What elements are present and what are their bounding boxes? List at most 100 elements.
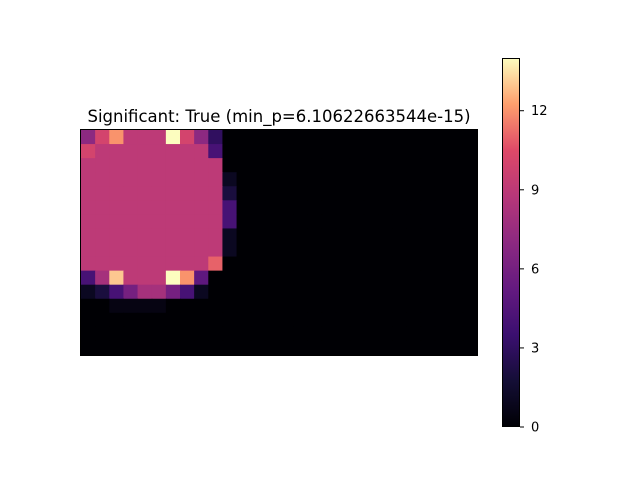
colorbar-tick-label: 12 xyxy=(531,104,548,119)
heatmap-cell xyxy=(406,228,421,243)
heatmap-cell xyxy=(180,186,195,201)
heatmap-cell xyxy=(138,243,153,258)
heatmap-cell xyxy=(166,243,181,258)
heatmap-cell xyxy=(392,327,407,342)
heatmap-cell xyxy=(321,200,336,215)
heatmap-cell xyxy=(350,200,365,215)
heatmap-cell xyxy=(265,214,280,229)
heatmap-cell xyxy=(435,200,450,215)
heatmap-cell xyxy=(364,313,379,328)
heatmap-cell xyxy=(420,313,435,328)
heatmap-cell xyxy=(435,172,450,187)
heatmap-cell xyxy=(138,228,153,243)
heatmap-cell xyxy=(449,144,464,159)
heatmap-cell xyxy=(81,172,96,187)
heatmap-cell xyxy=(138,299,153,314)
heatmap-cell xyxy=(222,172,237,187)
heatmap-cell xyxy=(237,313,252,328)
heatmap-cell xyxy=(435,130,450,145)
heatmap-cell xyxy=(251,313,266,328)
heatmap-cell xyxy=(321,214,336,229)
heatmap-cell xyxy=(406,285,421,300)
heatmap-cell xyxy=(81,271,96,286)
heatmap-cell xyxy=(378,299,393,314)
heatmap-cell xyxy=(194,327,209,342)
heatmap-cell xyxy=(378,243,393,258)
heatmap-cell xyxy=(251,186,266,201)
heatmap-cell xyxy=(378,130,393,145)
heatmap-cell xyxy=(251,271,266,286)
heatmap-cell xyxy=(420,214,435,229)
heatmap-cell xyxy=(463,313,478,328)
heatmap-cell xyxy=(350,285,365,300)
heatmap-cell xyxy=(279,172,294,187)
heatmap-cell xyxy=(95,257,110,272)
heatmap-cell xyxy=(378,186,393,201)
heatmap-cell xyxy=(237,327,252,342)
heatmap-cell xyxy=(194,313,209,328)
heatmap-cell xyxy=(279,228,294,243)
colorbar: 036912 xyxy=(502,58,548,436)
heatmap-cell xyxy=(435,257,450,272)
heatmap-cell xyxy=(237,214,252,229)
heatmap-cell xyxy=(364,200,379,215)
heatmap-cell xyxy=(109,228,124,243)
heatmap-cell xyxy=(251,285,266,300)
heatmap-cell xyxy=(420,130,435,145)
heatmap-cell xyxy=(194,130,209,145)
heatmap-cell xyxy=(392,243,407,258)
heatmap-cell xyxy=(293,341,308,356)
heatmap-cell xyxy=(364,172,379,187)
heatmap-cell xyxy=(336,243,351,258)
heatmap-cell xyxy=(392,130,407,145)
heatmap-cell xyxy=(222,313,237,328)
heatmap-cell xyxy=(350,327,365,342)
heatmap-cell xyxy=(463,144,478,159)
heatmap-cell xyxy=(449,228,464,243)
heatmap-cell xyxy=(123,186,138,201)
heatmap-cell xyxy=(138,327,153,342)
heatmap-cell xyxy=(95,285,110,300)
heatmap-cell xyxy=(251,341,266,356)
heatmap-cell xyxy=(208,285,223,300)
heatmap-cell xyxy=(237,257,252,272)
heatmap-cell xyxy=(279,285,294,300)
heatmap-cell xyxy=(435,158,450,173)
heatmap-cell xyxy=(251,299,266,314)
heatmap-cell xyxy=(237,200,252,215)
heatmap-cell xyxy=(392,158,407,173)
heatmap-cell xyxy=(251,228,266,243)
heatmap-cell xyxy=(350,130,365,145)
heatmap-cell xyxy=(152,172,167,187)
heatmap-cell xyxy=(222,243,237,258)
heatmap-cell xyxy=(194,172,209,187)
heatmap-cell xyxy=(109,299,124,314)
heatmap-cell xyxy=(449,341,464,356)
heatmap-cell xyxy=(251,200,266,215)
heatmap-cell xyxy=(208,186,223,201)
heatmap-cell xyxy=(81,313,96,328)
heatmap-cell xyxy=(109,341,124,356)
heatmap-cell xyxy=(265,144,280,159)
heatmap-cell xyxy=(279,327,294,342)
heatmap-cell xyxy=(138,285,153,300)
heatmap-cell xyxy=(123,327,138,342)
heatmap-cell xyxy=(321,299,336,314)
heatmap-cell xyxy=(350,243,365,258)
heatmap-cell xyxy=(364,327,379,342)
heatmap-cell xyxy=(321,271,336,286)
heatmap-cell xyxy=(166,172,181,187)
heatmap-cell xyxy=(307,299,322,314)
heatmap-cell xyxy=(237,299,252,314)
heatmap-cell xyxy=(392,341,407,356)
heatmap-cell xyxy=(237,243,252,258)
heatmap-cell xyxy=(166,144,181,159)
heatmap-cell xyxy=(152,144,167,159)
heatmap-cell xyxy=(109,243,124,258)
heatmap-cell xyxy=(123,214,138,229)
heatmap-cell xyxy=(222,228,237,243)
heatmap-cell xyxy=(449,271,464,286)
heatmap-cell xyxy=(81,243,96,258)
heatmap-cell xyxy=(123,144,138,159)
heatmap-cell xyxy=(180,257,195,272)
